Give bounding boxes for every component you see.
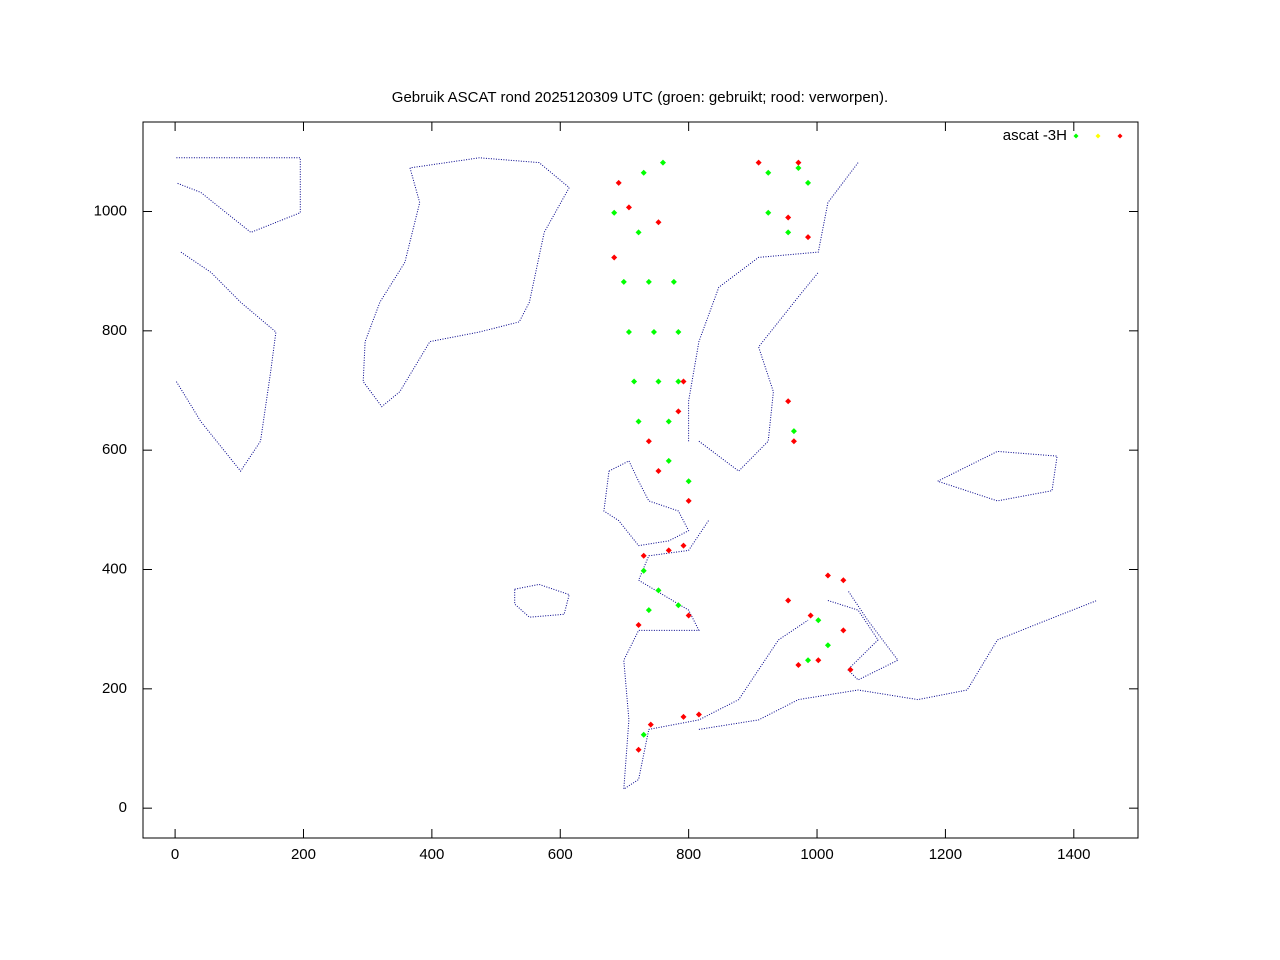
data-point (640, 169, 647, 176)
coastline (175, 157, 1098, 791)
y-tick-label: 400 (102, 560, 127, 577)
data-point (620, 278, 627, 285)
data-point (665, 547, 672, 554)
x-tick-label: 1400 (1057, 846, 1090, 863)
data-point (640, 567, 647, 574)
legend-symbol (1073, 133, 1079, 139)
data-point (655, 378, 662, 385)
data-point (670, 278, 677, 285)
data-point (824, 642, 831, 649)
legend-symbol (1095, 133, 1101, 139)
data-point (675, 329, 682, 336)
data-point (631, 378, 638, 385)
data-point (650, 329, 657, 336)
data-point (611, 209, 618, 216)
data-point (635, 621, 642, 628)
legend-label: ascat -3H (1003, 127, 1067, 144)
data-point (675, 408, 682, 415)
y-tick-label: 600 (102, 441, 127, 458)
data-point (685, 497, 692, 504)
data-point (645, 438, 652, 445)
data-point (840, 577, 847, 584)
y-tick-label: 800 (102, 322, 127, 339)
x-tick-label: 200 (291, 846, 316, 863)
data-point (824, 572, 831, 579)
y-tick-label: 200 (102, 680, 127, 697)
data-point (807, 612, 814, 619)
data-point (755, 159, 762, 166)
data-point (659, 159, 666, 166)
data-point (795, 661, 802, 668)
data-point (785, 398, 792, 405)
data-point (655, 219, 662, 226)
data-point (645, 607, 652, 614)
data-point (805, 657, 812, 664)
data-point (840, 627, 847, 634)
data-point (611, 254, 618, 261)
plot-frame (142, 121, 1139, 839)
data-point (847, 666, 854, 673)
x-tick-label: 1200 (929, 846, 962, 863)
data-point (815, 657, 822, 664)
x-tick-label: 0 (171, 846, 179, 863)
data-point (625, 204, 632, 211)
data-point (640, 552, 647, 559)
data-point (685, 478, 692, 485)
data-point (635, 229, 642, 236)
data-point (675, 602, 682, 609)
data-point (635, 746, 642, 753)
data-point (795, 159, 802, 166)
data-point (790, 428, 797, 435)
data-point (655, 468, 662, 475)
data-point (785, 597, 792, 604)
data-point (795, 164, 802, 171)
data-point (695, 711, 702, 718)
data-point (785, 214, 792, 221)
x-tick-label: 400 (419, 846, 444, 863)
x-tick-label: 600 (548, 846, 573, 863)
x-tick-label: 1000 (800, 846, 833, 863)
data-point (655, 587, 662, 594)
data-point (665, 418, 672, 425)
data-point (647, 721, 654, 728)
data-point (680, 713, 687, 720)
data-point (815, 617, 822, 624)
data-point (790, 438, 797, 445)
data-point (680, 378, 687, 385)
data-point (645, 278, 652, 285)
data-point (805, 234, 812, 241)
data-point (765, 209, 772, 216)
data-point (665, 457, 672, 464)
data-point (785, 229, 792, 236)
x-tick-label: 800 (676, 846, 701, 863)
data-point (615, 179, 622, 186)
chart-title: Gebruik ASCAT rond 2025120309 UTC (groen… (392, 89, 888, 106)
y-tick-label: 0 (119, 799, 127, 816)
legend-symbol (1117, 133, 1123, 139)
data-point (765, 169, 772, 176)
data-point (805, 179, 812, 186)
data-point (680, 542, 687, 549)
data-point (685, 612, 692, 619)
data-point (640, 731, 647, 738)
data-point (675, 378, 682, 385)
data-point (625, 329, 632, 336)
y-tick-label: 1000 (94, 202, 127, 219)
data-point (635, 418, 642, 425)
